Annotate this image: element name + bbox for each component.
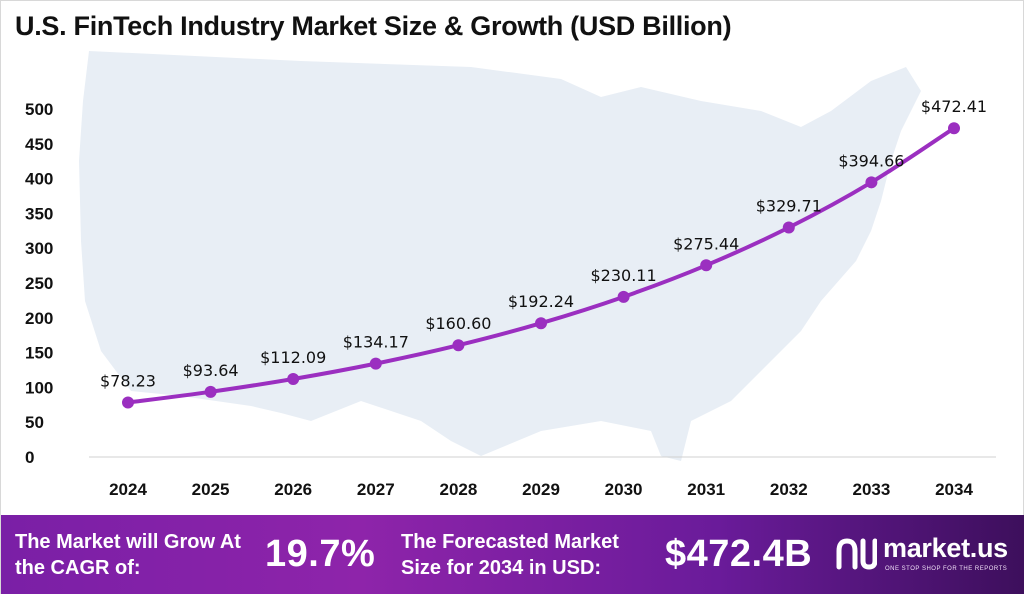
x-tick-label: 2030: [605, 480, 643, 499]
x-tick-label: 2027: [357, 480, 395, 499]
y-tick-label: 150: [25, 344, 53, 363]
data-point-marker: [122, 396, 134, 409]
forecast-label: The Forecasted Market Size for 2034 in U…: [401, 531, 619, 579]
x-tick-label: 2032: [770, 480, 808, 499]
cagr-label: The Market will Grow At the CAGR of:: [15, 531, 241, 579]
data-label: $394.66: [838, 151, 904, 170]
us-map-silhouette: [79, 51, 921, 461]
y-tick-label: 500: [25, 100, 53, 119]
data-point-marker: [452, 339, 465, 352]
data-point-marker: [700, 259, 713, 272]
data-label: $112.09: [260, 348, 326, 367]
data-point-marker: [782, 221, 795, 234]
cagr-value: 19.7%: [265, 533, 376, 575]
data-label: $472.41: [921, 97, 987, 116]
y-axis-ticks: 0 50 100 150 200 250 300 350 400 450 500: [25, 100, 53, 467]
x-tick-label: 2026: [274, 480, 312, 499]
y-tick-label: 300: [25, 239, 53, 258]
x-tick-label: 2031: [687, 480, 725, 499]
market-us-icon: [836, 538, 877, 570]
data-label: $275.44: [673, 234, 739, 253]
y-tick-label: 200: [25, 309, 53, 328]
data-point-marker: [369, 357, 382, 370]
x-tick-label: 2029: [522, 480, 560, 499]
y-tick-label: 450: [25, 135, 53, 154]
x-tick-label: 2028: [439, 480, 477, 499]
data-label: $192.24: [508, 292, 574, 311]
data-point-marker: [204, 385, 217, 398]
chart-title: U.S. FinTech Industry Market Size & Grow…: [15, 11, 732, 41]
x-tick-label: 2033: [852, 480, 890, 499]
data-label: $93.64: [183, 361, 239, 380]
data-label: $160.60: [425, 314, 491, 333]
data-label: $329.71: [756, 197, 822, 216]
data-label: $78.23: [100, 372, 156, 391]
x-tick-label: 2025: [192, 480, 230, 499]
brand-tagline: ONE STOP SHOP FOR THE REPORTS: [885, 566, 1008, 572]
x-axis-ticks: 2024 2025 2026 2027 2028 2029 2030 2031 2032 2033…: [109, 480, 973, 499]
x-tick-label: 2034: [935, 480, 973, 499]
y-tick-label: 250: [25, 274, 53, 293]
data-point-marker: [617, 290, 630, 303]
y-tick-label: 100: [25, 378, 53, 397]
data-point-marker: [948, 122, 960, 135]
x-tick-label: 2024: [109, 480, 147, 499]
brand-logo: market.us ONE STOP SHOP FOR THE REPORTS: [835, 533, 1021, 579]
summary-banner: The Market will Grow At the CAGR of: 19.…: [1, 515, 1024, 594]
y-tick-label: 50: [25, 413, 44, 432]
forecast-value: $472.4B: [665, 533, 813, 575]
y-tick-label: 0: [25, 448, 34, 467]
y-tick-label: 350: [25, 204, 53, 223]
data-label: $134.17: [343, 333, 409, 352]
data-point-marker: [865, 176, 878, 189]
data-label: $230.11: [591, 266, 657, 285]
series-markers: [122, 122, 960, 409]
y-tick-label: 400: [25, 170, 53, 189]
brand-name: market.us: [883, 533, 1008, 563]
data-point-marker: [287, 372, 300, 385]
data-point-marker: [535, 317, 547, 330]
data-labels: $78.23 $93.64 $112.09 $134.17 $160.60 $192.24…: [100, 97, 987, 390]
